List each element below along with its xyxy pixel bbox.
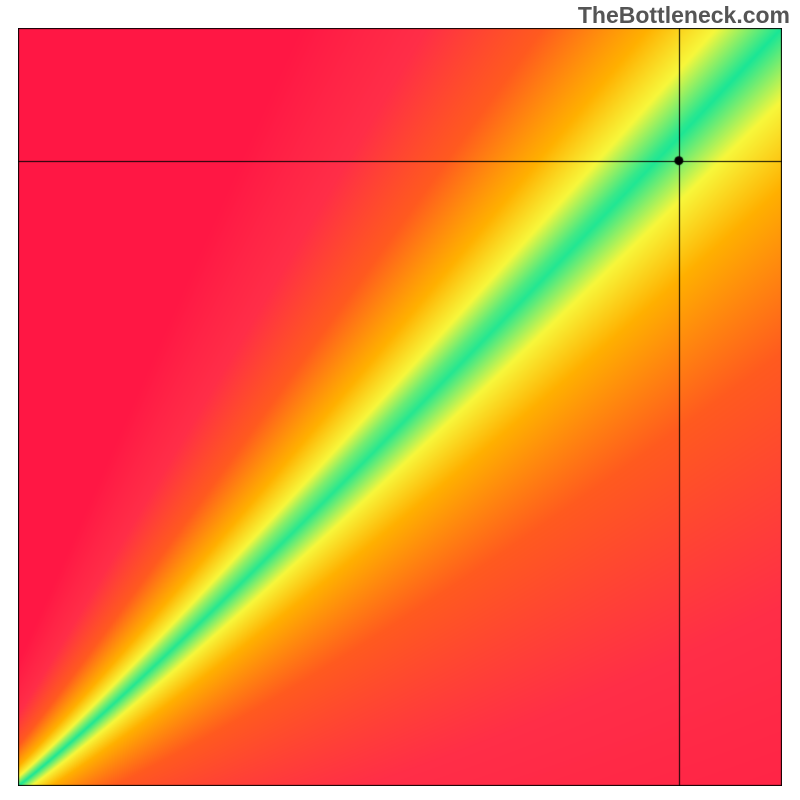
chart-container: TheBottleneck.com [0, 0, 800, 800]
watermark-text: TheBottleneck.com [578, 2, 790, 29]
bottleneck-heatmap-canvas [18, 28, 782, 786]
